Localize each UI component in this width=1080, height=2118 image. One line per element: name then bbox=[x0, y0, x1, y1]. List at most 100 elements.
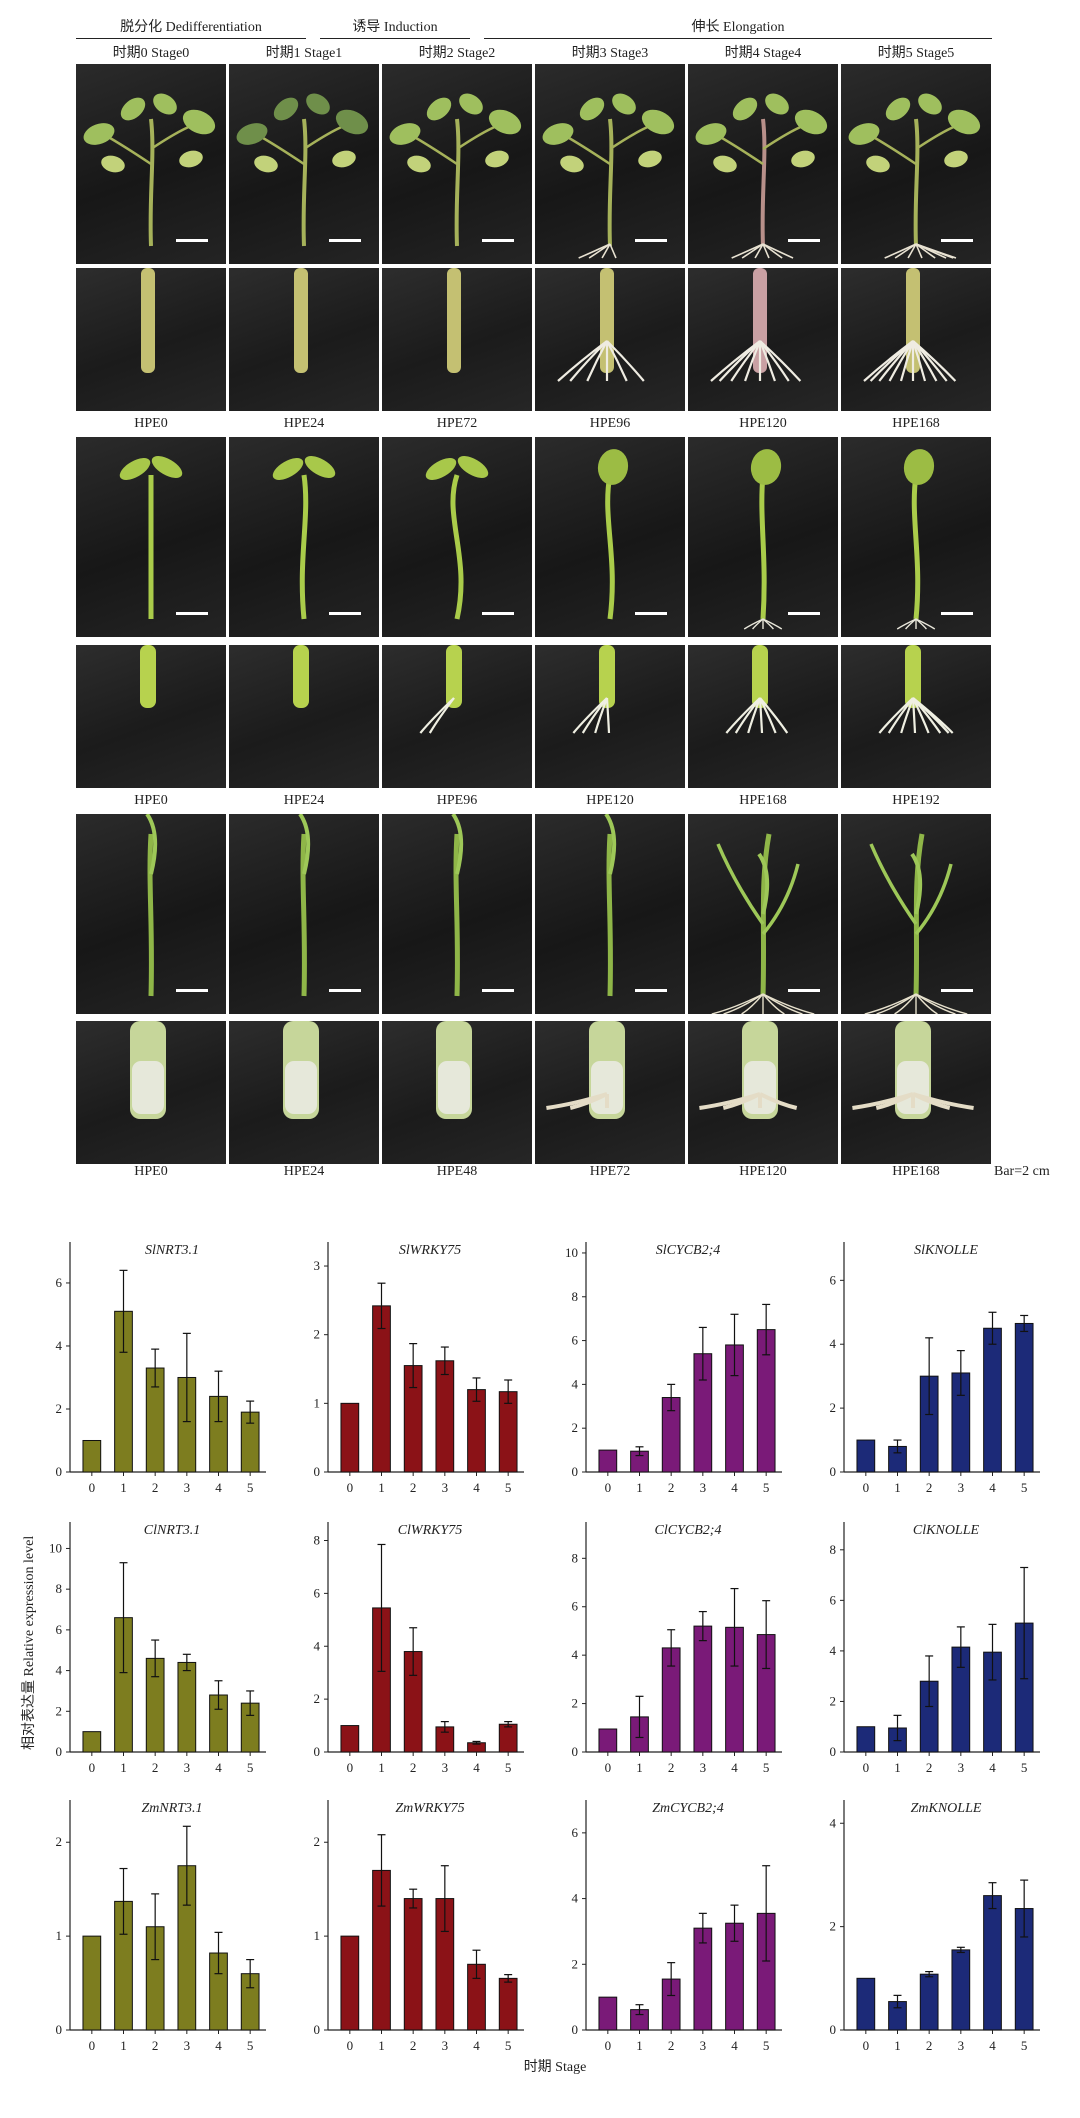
y-tick-label: 1 bbox=[56, 1928, 63, 1943]
x-tick-label: 4 bbox=[215, 1760, 222, 1775]
hpe-label: HPE0 bbox=[134, 416, 168, 431]
y-tick-label: 0 bbox=[830, 1744, 837, 1759]
y-axis-label: 相对表达量 Relative expression level bbox=[22, 1535, 37, 1750]
stage-header-1: 时期1 Stage1 bbox=[265, 46, 343, 61]
y-tick-label: 2 bbox=[314, 1691, 321, 1706]
bar bbox=[372, 1305, 391, 1473]
x-tick-label: 2 bbox=[926, 1480, 933, 1495]
y-tick-label: 6 bbox=[314, 1585, 321, 1600]
bar bbox=[498, 1977, 518, 2031]
root-photo-row0-stage4 bbox=[688, 268, 838, 411]
bar bbox=[598, 1996, 618, 2031]
y-tick-label: 6 bbox=[572, 1599, 579, 1614]
bar-chart-9: 0 1 2 0 1 2 3 4 5 ZmWRKY75 bbox=[314, 1800, 524, 2053]
y-tick-label: 4 bbox=[572, 1891, 579, 1906]
plant-photo-row0-stage3 bbox=[535, 64, 685, 264]
plant-photo-row0-stage1 bbox=[229, 64, 379, 264]
plant-photo-row1-stage1 bbox=[229, 437, 379, 637]
x-tick-label: 1 bbox=[120, 1480, 127, 1495]
plant-photo-row1-stage3 bbox=[535, 437, 685, 637]
x-tick-label: 2 bbox=[152, 2038, 159, 2053]
x-tick-label: 5 bbox=[505, 1760, 512, 1775]
chart-title: ClKNOLLE bbox=[913, 1523, 980, 1538]
y-tick-label: 0 bbox=[56, 2022, 63, 2037]
root-photo-row0-stage1 bbox=[229, 268, 379, 411]
y-tick-label: 4 bbox=[830, 1815, 837, 1830]
x-tick-label: 2 bbox=[668, 1760, 675, 1775]
plant-photo-row1-stage5 bbox=[841, 437, 991, 637]
hpe-label: HPE0 bbox=[134, 1164, 168, 1179]
x-tick-label: 0 bbox=[605, 2038, 612, 2053]
y-tick-label: 2 bbox=[830, 1400, 837, 1415]
x-tick-label: 3 bbox=[184, 1480, 191, 1495]
hpe-label: HPE168 bbox=[739, 793, 787, 808]
y-tick-label: 10 bbox=[565, 1245, 578, 1260]
x-tick-label: 5 bbox=[247, 1480, 254, 1495]
x-tick-label: 3 bbox=[958, 1480, 965, 1495]
x-tick-label: 2 bbox=[668, 1480, 675, 1495]
x-tick-label: 0 bbox=[605, 1760, 612, 1775]
root-photo-row2-stage5 bbox=[841, 1021, 991, 1164]
root-photo-row0-stage3 bbox=[535, 268, 685, 411]
x-tick-label: 3 bbox=[700, 2038, 707, 2053]
bar-chart-11: 0 2 4 0 1 2 3 4 5 ZmKNOLLE bbox=[830, 1800, 1040, 2053]
x-tick-label: 4 bbox=[473, 1760, 480, 1775]
x-tick-label: 3 bbox=[442, 1760, 449, 1775]
x-tick-label: 3 bbox=[958, 2038, 965, 2053]
bar bbox=[82, 1731, 102, 1753]
plant-photo-row0-stage5 bbox=[841, 64, 991, 264]
x-tick-label: 0 bbox=[863, 2038, 870, 2053]
chart-title: ClWRKY75 bbox=[398, 1523, 463, 1538]
y-tick-label: 2 bbox=[830, 1919, 837, 1934]
y-tick-label: 2 bbox=[56, 1834, 63, 1849]
hpe-label: HPE120 bbox=[739, 416, 787, 431]
y-tick-label: 0 bbox=[314, 1744, 321, 1759]
y-tick-label: 3 bbox=[314, 1258, 321, 1273]
y-tick-label: 8 bbox=[830, 1542, 837, 1557]
y-tick-label: 0 bbox=[830, 2022, 837, 2037]
x-tick-label: 4 bbox=[731, 1760, 738, 1775]
phase-label-elongation: 伸长 Elongation bbox=[691, 20, 785, 35]
bar-chart-1: 0 1 2 3 0 1 2 3 4 5 SlWRKY75 bbox=[314, 1242, 524, 1495]
x-tick-label: 3 bbox=[700, 1760, 707, 1775]
x-tick-label: 5 bbox=[763, 1480, 770, 1495]
bar bbox=[82, 1935, 102, 2031]
y-tick-label: 0 bbox=[314, 1464, 321, 1479]
stage-header-5: 时期5 Stage5 bbox=[877, 46, 955, 61]
x-tick-label: 2 bbox=[926, 2038, 933, 2053]
x-tick-label: 3 bbox=[958, 1760, 965, 1775]
bar-chart-5: 0 2 4 6 8 0 1 2 3 4 5 ClWRKY75 bbox=[314, 1522, 524, 1775]
bar bbox=[598, 1449, 618, 1473]
plant-photo-row2-stage1 bbox=[229, 814, 379, 1014]
y-tick-label: 1 bbox=[314, 1395, 321, 1410]
bar bbox=[951, 1949, 971, 2031]
bar bbox=[856, 1439, 876, 1473]
bar-chart-8: 0 1 2 0 1 2 3 4 5 ZmNRT3.1 bbox=[56, 1800, 266, 2053]
bar bbox=[340, 1725, 360, 1753]
plant-photo-row1-stage4 bbox=[688, 437, 838, 637]
hpe-label: HPE192 bbox=[892, 793, 940, 808]
x-tick-label: 5 bbox=[505, 1480, 512, 1495]
bar bbox=[82, 1439, 102, 1473]
y-tick-label: 6 bbox=[572, 1333, 579, 1348]
bar bbox=[467, 1389, 486, 1473]
hpe-label: HPE24 bbox=[283, 793, 325, 808]
x-tick-label: 0 bbox=[89, 1480, 96, 1495]
hpe-label: HPE0 bbox=[134, 793, 168, 808]
root-photo-row1-stage1 bbox=[229, 645, 379, 788]
plant-photo-row1-stage0 bbox=[76, 437, 226, 637]
bar bbox=[340, 1935, 360, 2031]
bar-chart-4: 0 2 4 6 8 10 0 1 2 3 4 5 ClNRT3.1 bbox=[49, 1522, 266, 1775]
x-tick-label: 0 bbox=[89, 1760, 96, 1775]
x-tick-label: 1 bbox=[378, 2038, 385, 2053]
y-tick-label: 6 bbox=[830, 1592, 837, 1607]
plant-photo-row2-stage5 bbox=[841, 814, 991, 1014]
root-photo-row2-stage4 bbox=[688, 1021, 838, 1164]
bar bbox=[983, 1327, 1002, 1473]
y-tick-label: 2 bbox=[314, 1834, 321, 1849]
root-photo-row1-stage4 bbox=[688, 645, 838, 788]
hpe-label: HPE48 bbox=[436, 1164, 478, 1179]
y-tick-label: 4 bbox=[572, 1376, 579, 1391]
y-tick-label: 2 bbox=[830, 1693, 837, 1708]
bar bbox=[693, 1625, 713, 1753]
